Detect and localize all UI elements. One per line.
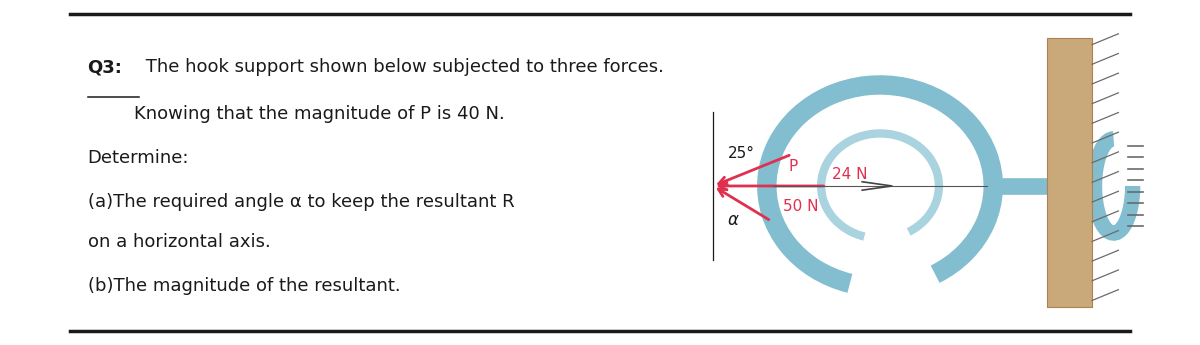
Text: 24 N: 24 N [833, 167, 868, 182]
Text: 25°: 25° [727, 147, 755, 161]
Text: α: α [727, 211, 738, 229]
Text: Knowing that the magnitude of P is 40 N.: Knowing that the magnitude of P is 40 N. [88, 105, 504, 123]
Text: Q3:: Q3: [88, 58, 122, 76]
Bar [1046, 38, 1092, 307]
Text: Determine:: Determine: [88, 149, 190, 167]
Text: (b)The magnitude of the resultant.: (b)The magnitude of the resultant. [88, 277, 401, 295]
Text: The hook support shown below subjected to three forces.: The hook support shown below subjected t… [140, 58, 664, 76]
Text: 50 N: 50 N [784, 199, 818, 214]
Text: (a)The required angle α to keep the resultant R: (a)The required angle α to keep the resu… [88, 193, 515, 211]
Text: P: P [788, 159, 798, 174]
Text: on a horizontal axis.: on a horizontal axis. [88, 233, 270, 251]
